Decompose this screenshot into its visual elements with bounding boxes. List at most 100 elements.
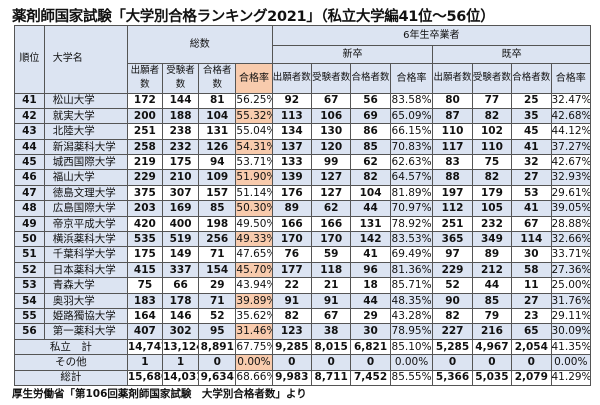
cell-n-pass-rate: 85.71% bbox=[389, 277, 434, 294]
cell-t-examinees: 302 bbox=[161, 323, 200, 340]
cell-p-pass-rate: 0.00% bbox=[550, 354, 591, 371]
cell-n-examinees: 67 bbox=[310, 307, 352, 325]
cell-p-applicants: 110 bbox=[432, 123, 473, 140]
cell-p-applicants: 229 bbox=[432, 261, 473, 279]
cell-t-applicants: 175 bbox=[126, 246, 163, 263]
cell-p-pass-rate: 29.61% bbox=[550, 184, 591, 202]
university-name-cell: 日本薬科大学 bbox=[43, 261, 128, 279]
cell-p-passers: 11 bbox=[511, 277, 552, 294]
university-name-cell: 徳島文理大学 bbox=[43, 184, 128, 202]
cell-t-applicants: 219 bbox=[126, 154, 163, 171]
cell-t-examinees: 238 bbox=[161, 123, 200, 140]
cell-p-passers: 67 bbox=[511, 215, 552, 233]
cell-t-applicants: 1 bbox=[126, 354, 163, 371]
cell-p-examinees: 349 bbox=[471, 231, 513, 248]
rank-cell: 50 bbox=[14, 231, 45, 248]
cell-t-pass-rate: 47.65% bbox=[235, 246, 273, 263]
cell-n-passers: 85 bbox=[350, 138, 391, 156]
cell-n-passers: 82 bbox=[350, 169, 391, 186]
cell-n-passers: 18 bbox=[350, 277, 391, 294]
cell-t-passers: 256 bbox=[198, 231, 237, 248]
cell-n-applicants: 92 bbox=[271, 92, 312, 109]
cell-p-pass-rate: 32.47% bbox=[550, 92, 591, 109]
cell-n-passers: 142 bbox=[350, 231, 391, 248]
cell-t-pass-rate: 55.04% bbox=[235, 123, 273, 140]
cell-n-passers: 86 bbox=[350, 123, 391, 140]
cell-p-examinees: 44 bbox=[471, 277, 513, 294]
cell-p-examinees: 110 bbox=[471, 138, 513, 156]
university-name-cell: 千葉科学大学 bbox=[43, 246, 128, 263]
cell-n-pass-rate: 78.92% bbox=[389, 215, 434, 233]
cell-n-pass-rate: 70.97% bbox=[389, 200, 434, 217]
rank-cell: 54 bbox=[14, 292, 45, 309]
rank-cell: 47 bbox=[14, 184, 45, 202]
cell-p-passers: 114 bbox=[511, 231, 552, 248]
cell-n-pass-rate: 65.09% bbox=[389, 107, 434, 125]
header-new-grad-passers: 合格者数 bbox=[350, 63, 391, 94]
rank-cell: 41 bbox=[14, 92, 45, 109]
cell-p-applicants: 90 bbox=[432, 292, 473, 309]
page-title: 薬剤師国家試験「大学別合格ランキング2021」（私立大学編41位〜56位） bbox=[12, 9, 495, 25]
rank-cell: 55 bbox=[14, 307, 45, 325]
cell-p-applicants: 97 bbox=[432, 246, 473, 263]
cell-n-examinees: 118 bbox=[310, 261, 352, 279]
cell-p-pass-rate: 31.76% bbox=[550, 292, 591, 309]
cell-p-pass-rate: 37.27% bbox=[550, 138, 591, 156]
cell-n-examinees: 59 bbox=[310, 246, 352, 263]
cell-t-applicants: 164 bbox=[126, 307, 163, 325]
cell-n-passers: 96 bbox=[350, 261, 391, 279]
header-prev-grad-examinees: 受験者数 bbox=[471, 63, 513, 94]
summary-label: その他 bbox=[14, 354, 128, 371]
cell-n-passers: 56 bbox=[350, 92, 391, 109]
cell-t-passers: 85 bbox=[198, 200, 237, 217]
cell-t-passers: 29 bbox=[198, 277, 237, 294]
rank-cell: 43 bbox=[14, 123, 45, 140]
cell-n-pass-rate: 83.53% bbox=[389, 231, 434, 248]
cell-t-pass-rate: 53.71% bbox=[235, 154, 273, 171]
cell-n-examinees: 38 bbox=[310, 323, 352, 340]
cell-n-examinees: 91 bbox=[310, 292, 352, 309]
cell-n-pass-rate: 0.00% bbox=[389, 354, 434, 371]
cell-t-pass-rate: 55.32% bbox=[235, 107, 273, 125]
header-new-grad-examinees: 受験者数 bbox=[310, 63, 352, 94]
cell-p-examinees: 4,967 bbox=[471, 338, 513, 356]
cell-t-applicants: 172 bbox=[126, 92, 163, 109]
university-name-cell: 帝京平成大学 bbox=[43, 215, 128, 233]
cell-p-passers: 65 bbox=[511, 323, 552, 340]
cell-p-pass-rate: 32.66% bbox=[550, 231, 591, 248]
cell-n-passers: 41 bbox=[350, 246, 391, 263]
rank-cell: 51 bbox=[14, 246, 45, 263]
cell-p-pass-rate: 30.09% bbox=[550, 323, 591, 340]
cell-t-examinees: 1 bbox=[161, 354, 200, 371]
cell-n-pass-rate: 81.89% bbox=[389, 184, 434, 202]
cell-p-pass-rate: 42.68% bbox=[550, 107, 591, 125]
rank-cell: 52 bbox=[14, 261, 45, 279]
cell-n-pass-rate: 43.28% bbox=[389, 307, 434, 325]
cell-t-examinees: 307 bbox=[161, 184, 200, 202]
table-row: 55姫路獨協大学1641465235.62%82672943.28%827923… bbox=[14, 307, 591, 325]
cell-n-pass-rate: 69.49% bbox=[389, 246, 434, 263]
cell-t-examinees: 13,124 bbox=[161, 338, 200, 356]
cell-t-pass-rate: 39.89% bbox=[235, 292, 273, 309]
cell-n-applicants: 9,285 bbox=[271, 338, 312, 356]
cell-n-passers: 69 bbox=[350, 107, 391, 125]
summary-label: 総計 bbox=[14, 369, 128, 386]
cell-t-pass-rate: 45.70% bbox=[235, 261, 273, 279]
cell-n-passers: 6,821 bbox=[350, 338, 391, 356]
cell-n-passers: 104 bbox=[350, 184, 391, 202]
header-prev-grad-pass-rate: 合格率 bbox=[550, 63, 591, 94]
cell-p-pass-rate: 28.88% bbox=[550, 215, 591, 233]
cell-n-examinees: 120 bbox=[310, 138, 352, 156]
cell-n-passers: 44 bbox=[350, 292, 391, 309]
cell-n-pass-rate: 64.57% bbox=[389, 169, 434, 186]
university-name-cell: 就実大学 bbox=[43, 107, 128, 125]
cell-n-pass-rate: 66.15% bbox=[389, 123, 434, 140]
cell-n-pass-rate: 62.63% bbox=[389, 154, 434, 171]
cell-p-examinees: 212 bbox=[471, 261, 513, 279]
rank-cell: 44 bbox=[14, 138, 45, 156]
table-row: 52日本薬科大学41533715445.70%1771189681.36%229… bbox=[14, 261, 591, 279]
cell-p-applicants: 5,285 bbox=[432, 338, 473, 356]
rank-cell: 42 bbox=[14, 107, 45, 125]
university-name-cell: 広島国際大学 bbox=[43, 200, 128, 217]
cell-p-pass-rate: 39.05% bbox=[550, 200, 591, 217]
